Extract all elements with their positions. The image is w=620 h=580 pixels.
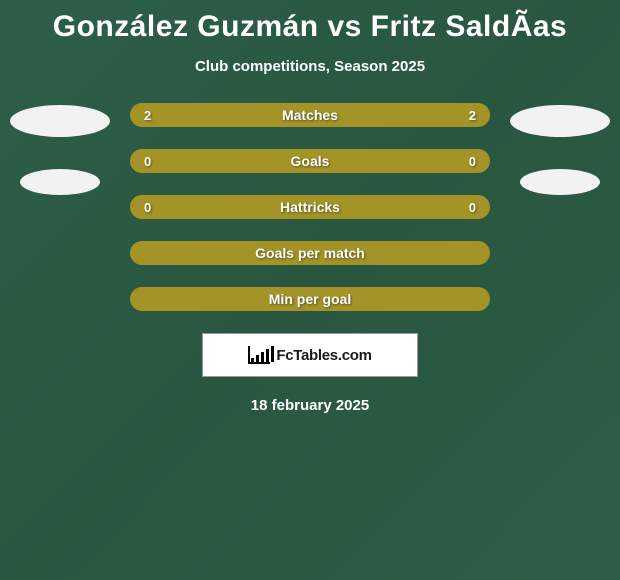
date-label: 18 february 2025	[0, 397, 620, 414]
player-left-portrait-small	[20, 169, 100, 195]
comparison-chart: 2 Matches 2 0 Goals 0 0 Hattricks 0 Goals per mat…	[0, 103, 620, 311]
logo-chart-icon	[248, 346, 270, 364]
page-title: González Guzmán vs Fritz SaldÃ­as	[0, 0, 620, 44]
player-right-portrait-small	[520, 169, 600, 195]
stat-bar: 2 Matches 2	[130, 103, 490, 127]
right-portraits	[500, 103, 610, 195]
stat-value-left: 0	[144, 200, 151, 215]
player-right-portrait	[510, 105, 610, 137]
stat-bar: 0 Hattricks 0	[130, 195, 490, 219]
stat-bar: Min per goal	[130, 287, 490, 311]
player-left-portrait	[10, 105, 110, 137]
fctables-logo[interactable]: FcTables.com	[202, 333, 418, 377]
logo-text: FcTables.com	[276, 347, 371, 364]
stat-label: Min per goal	[269, 291, 351, 307]
stat-label: Goals	[291, 153, 330, 169]
stat-value-right: 0	[469, 154, 476, 169]
stat-bars: 2 Matches 2 0 Goals 0 0 Hattricks 0 Goals per mat…	[120, 103, 500, 311]
stat-bar: 0 Goals 0	[130, 149, 490, 173]
stat-value-right: 2	[469, 108, 476, 123]
stat-value-left: 0	[144, 154, 151, 169]
stat-value-right: 0	[469, 200, 476, 215]
left-portraits	[10, 103, 120, 195]
stat-label: Goals per match	[255, 245, 365, 261]
stat-bar: Goals per match	[130, 241, 490, 265]
subtitle: Club competitions, Season 2025	[0, 58, 620, 75]
stat-label: Hattricks	[280, 199, 340, 215]
stat-label: Matches	[282, 107, 338, 123]
stat-value-left: 2	[144, 108, 151, 123]
